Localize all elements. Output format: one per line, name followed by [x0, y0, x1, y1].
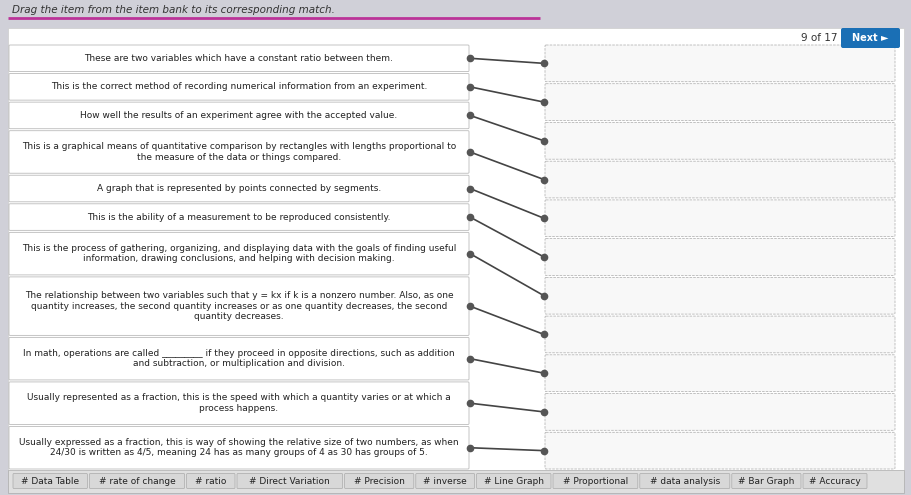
FancyBboxPatch shape: [545, 84, 894, 120]
FancyBboxPatch shape: [731, 474, 800, 489]
FancyBboxPatch shape: [545, 161, 894, 198]
Text: # Data Table: # Data Table: [21, 477, 79, 486]
FancyBboxPatch shape: [545, 394, 894, 430]
FancyBboxPatch shape: [476, 474, 550, 489]
Text: In math, operations are called _________ if they proceed in opposite directions,: In math, operations are called _________…: [23, 349, 455, 368]
FancyBboxPatch shape: [9, 277, 468, 336]
FancyBboxPatch shape: [545, 239, 894, 275]
Text: This is the ability of a measurement to be reproduced consistently.: This is the ability of a measurement to …: [87, 212, 390, 222]
Text: How well the results of an experiment agree with the accepted value.: How well the results of an experiment ag…: [80, 111, 397, 120]
Text: Usually represented as a fraction, this is the speed with which a quantity varie: Usually represented as a fraction, this …: [27, 394, 450, 413]
FancyBboxPatch shape: [9, 74, 468, 100]
FancyBboxPatch shape: [545, 432, 894, 469]
Text: These are two variables which have a constant ratio between them.: These are two variables which have a con…: [85, 54, 393, 63]
FancyBboxPatch shape: [640, 474, 729, 489]
FancyBboxPatch shape: [552, 474, 637, 489]
FancyBboxPatch shape: [9, 427, 468, 469]
Text: # ratio: # ratio: [195, 477, 226, 486]
FancyBboxPatch shape: [89, 474, 184, 489]
FancyBboxPatch shape: [545, 277, 894, 314]
FancyBboxPatch shape: [9, 102, 468, 129]
FancyBboxPatch shape: [545, 355, 894, 392]
FancyBboxPatch shape: [840, 28, 899, 48]
Text: # data analysis: # data analysis: [649, 477, 719, 486]
FancyBboxPatch shape: [237, 474, 343, 489]
Text: # Line Graph: # Line Graph: [483, 477, 543, 486]
FancyBboxPatch shape: [9, 338, 468, 380]
FancyBboxPatch shape: [545, 200, 894, 237]
Text: Usually expressed as a fraction, this is way of showing the relative size of two: Usually expressed as a fraction, this is…: [19, 438, 458, 457]
Text: # rate of change: # rate of change: [98, 477, 175, 486]
FancyBboxPatch shape: [13, 474, 87, 489]
Bar: [8, 470, 903, 493]
FancyBboxPatch shape: [545, 122, 894, 159]
Text: # Direct Variation: # Direct Variation: [249, 477, 330, 486]
FancyBboxPatch shape: [545, 45, 894, 82]
Text: # inverse: # inverse: [423, 477, 466, 486]
Text: Drag the item from the item bank to its corresponding match.: Drag the item from the item bank to its …: [12, 5, 334, 15]
FancyBboxPatch shape: [9, 204, 468, 230]
FancyBboxPatch shape: [9, 382, 468, 425]
Text: # Precision: # Precision: [353, 477, 404, 486]
Text: A graph that is represented by points connected by segments.: A graph that is represented by points co…: [97, 184, 381, 193]
FancyBboxPatch shape: [9, 45, 468, 72]
FancyBboxPatch shape: [545, 316, 894, 353]
Text: 9 of 17: 9 of 17: [801, 33, 837, 43]
FancyBboxPatch shape: [802, 474, 866, 489]
Text: This is a graphical means of quantitative comparison by rectangles with lengths : This is a graphical means of quantitativ…: [22, 142, 455, 162]
Text: Next ►: Next ►: [851, 33, 887, 43]
Text: This is the correct method of recording numerical information from an experiment: This is the correct method of recording …: [51, 82, 426, 92]
Text: # Accuracy: # Accuracy: [808, 477, 860, 486]
Text: # Bar Graph: # Bar Graph: [737, 477, 793, 486]
Text: This is the process of gathering, organizing, and displaying data with the goals: This is the process of gathering, organi…: [22, 244, 455, 263]
Text: # Proportional: # Proportional: [562, 477, 628, 486]
FancyBboxPatch shape: [9, 131, 468, 173]
FancyBboxPatch shape: [9, 175, 468, 202]
FancyBboxPatch shape: [9, 232, 468, 275]
FancyBboxPatch shape: [344, 474, 414, 489]
FancyBboxPatch shape: [415, 474, 474, 489]
Text: The relationship between two variables such that y = kx if k is a nonzero number: The relationship between two variables s…: [25, 291, 453, 321]
FancyBboxPatch shape: [187, 474, 235, 489]
